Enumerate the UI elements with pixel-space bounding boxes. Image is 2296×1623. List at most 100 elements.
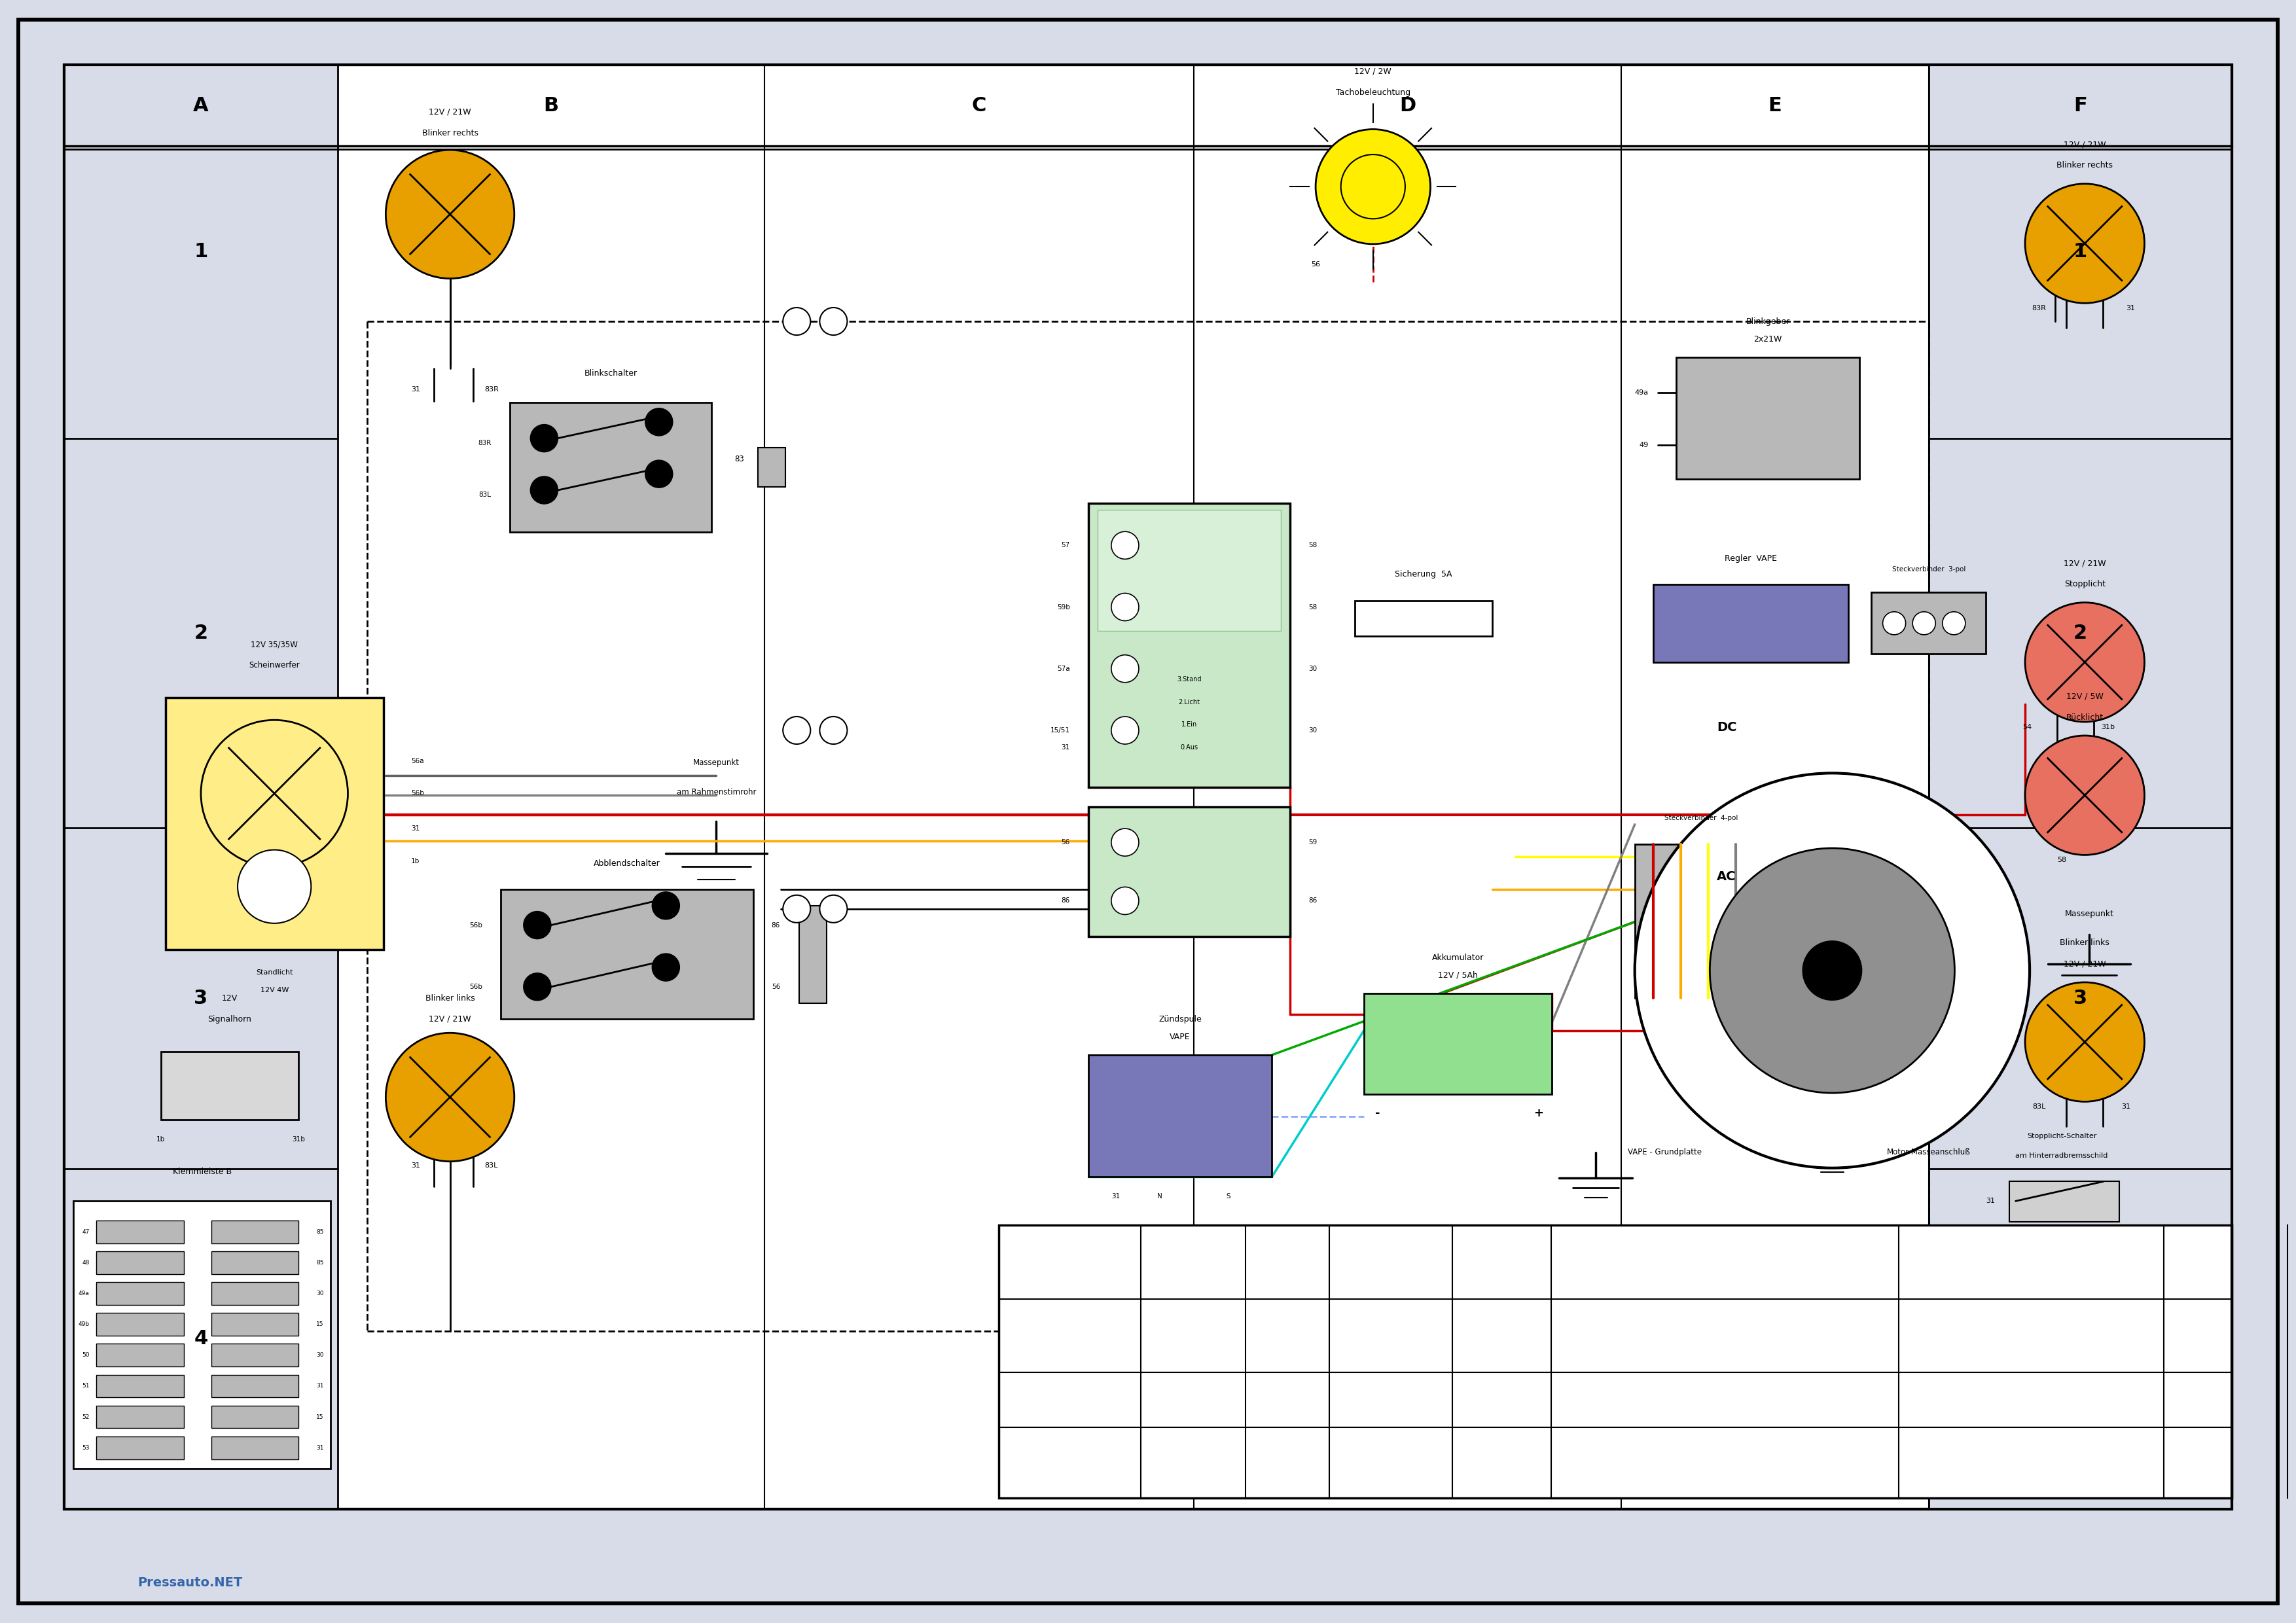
Bar	[510, 403, 712, 532]
Text: Name: Name	[1486, 1258, 1518, 1268]
Bar	[211, 1220, 298, 1243]
Text: Blinkgeber: Blinkgeber	[1745, 316, 1791, 326]
Circle shape	[1111, 829, 1139, 855]
Text: 56: 56	[771, 984, 781, 990]
Text: 12V 4W: 12V 4W	[259, 987, 289, 993]
Circle shape	[2025, 735, 2144, 855]
Text: 56b: 56b	[468, 922, 482, 928]
Circle shape	[2025, 602, 2144, 722]
Text: 11.11.2006: 11.11.2006	[1364, 1331, 1417, 1341]
Text: 56b: 56b	[411, 790, 425, 797]
Circle shape	[2025, 183, 2144, 304]
Text: 31: 31	[411, 386, 420, 393]
Text: 49a: 49a	[1635, 390, 1649, 396]
Text: Signalhorn: Signalhorn	[207, 1014, 253, 1024]
Text: 1: 1	[193, 242, 209, 261]
Circle shape	[820, 896, 847, 922]
Text: 3: 3	[193, 988, 209, 1008]
Text: 83L: 83L	[480, 492, 491, 498]
Text: Scheinwerfer: Scheinwerfer	[248, 661, 301, 670]
Text: Zündkerze: Zündkerze	[1311, 1225, 1352, 1235]
Text: 49b: 49b	[78, 1321, 90, 1328]
Bar	[96, 1220, 184, 1243]
Text: E: E	[1768, 96, 1782, 115]
Text: gepr.:: gepr.:	[1274, 1396, 1300, 1404]
Text: Stopplicht-Schalter: Stopplicht-Schalter	[2027, 1133, 2096, 1139]
Bar	[211, 1436, 298, 1459]
Circle shape	[239, 850, 310, 923]
Text: 56b: 56b	[468, 984, 482, 990]
Text: Blinker rechts: Blinker rechts	[2057, 161, 2112, 170]
Text: 1.Ein: 1.Ein	[1182, 721, 1196, 729]
Text: VAPE: VAPE	[1169, 1032, 1192, 1042]
Circle shape	[1316, 130, 1430, 243]
Bar	[1088, 807, 1290, 936]
Text: -: -	[1375, 1107, 1380, 1120]
Circle shape	[783, 308, 810, 334]
Text: S: S	[1226, 1193, 1231, 1199]
Circle shape	[1111, 594, 1139, 620]
Text: Blinker rechts: Blinker rechts	[422, 128, 478, 138]
Circle shape	[523, 912, 551, 938]
Circle shape	[1913, 612, 1936, 635]
Text: 31b: 31b	[292, 1136, 305, 1143]
Circle shape	[1111, 532, 1139, 558]
Text: 31: 31	[411, 826, 420, 833]
Circle shape	[1111, 888, 1139, 914]
Text: A: A	[193, 96, 209, 115]
Text: Blinkschalter: Blinkschalter	[583, 368, 638, 378]
Text: 54: 54	[2023, 724, 2032, 730]
Bar	[999, 1225, 2232, 1498]
Text: 48: 48	[83, 1259, 90, 1266]
Circle shape	[1111, 656, 1139, 682]
Text: Zeichnungs-Nr.:: Zeichnungs-Nr.:	[1564, 1457, 1635, 1467]
Bar	[161, 1052, 298, 1120]
Bar	[96, 1406, 184, 1428]
Text: Blattzahl:: Blattzahl:	[1910, 1258, 1954, 1268]
Bar	[1364, 993, 1552, 1094]
Text: Datum: Datum	[1054, 1331, 1086, 1341]
Text: 59: 59	[1309, 839, 1318, 846]
Bar	[96, 1251, 184, 1274]
Bar	[211, 1282, 298, 1305]
Text: 31: 31	[317, 1383, 324, 1389]
Circle shape	[386, 1032, 514, 1162]
Text: 49a: 49a	[78, 1290, 90, 1297]
Text: 30: 30	[317, 1352, 324, 1358]
Text: Blinker links: Blinker links	[425, 993, 475, 1003]
Text: Regler  VAPE: Regler VAPE	[1724, 553, 1777, 563]
Bar	[64, 65, 2232, 1509]
Bar	[1088, 503, 1290, 787]
Bar	[1635, 844, 1768, 998]
Text: 53: 53	[83, 1444, 90, 1451]
Text: Massepunkt: Massepunkt	[693, 758, 739, 768]
Circle shape	[523, 974, 551, 1000]
Circle shape	[652, 893, 680, 919]
Bar	[1290, 1266, 1373, 1298]
Text: 2: 2	[193, 623, 209, 643]
Text: 12V / 21W: 12V / 21W	[429, 1014, 471, 1024]
Text: 15: 15	[317, 1321, 324, 1328]
Text: +: +	[1534, 1107, 1543, 1120]
Text: 3: 3	[2073, 988, 2087, 1008]
Text: 59b: 59b	[1056, 604, 1070, 610]
Text: Schaltplan S50B1, S51B 1-3, 1-4: Schaltplan S50B1, S51B 1-3, 1-4	[1600, 1393, 1848, 1407]
Bar	[211, 1375, 298, 1397]
Circle shape	[820, 308, 847, 334]
Text: 2.Licht: 2.Licht	[1178, 698, 1201, 706]
Text: 83R: 83R	[484, 386, 498, 393]
Text: AC: AC	[1717, 870, 1736, 883]
Text: 0.Aus: 0.Aus	[1180, 743, 1199, 751]
Text: 50: 50	[83, 1352, 90, 1358]
Circle shape	[530, 477, 558, 503]
Bar	[1304, 1328, 1359, 1354]
Text: 12V / 5W: 12V / 5W	[2066, 691, 2103, 701]
Text: 15/51: 15/51	[1049, 727, 1070, 734]
Text: 15: 15	[317, 1414, 324, 1420]
Text: Datum: Datum	[1373, 1258, 1410, 1268]
Text: 2: 2	[2073, 623, 2087, 643]
Circle shape	[820, 717, 847, 743]
Text: am Hinterradbremsschild: am Hinterradbremsschild	[2016, 1152, 2108, 1159]
Circle shape	[530, 425, 558, 451]
Text: Klemmleiste B: Klemmleiste B	[172, 1167, 232, 1177]
